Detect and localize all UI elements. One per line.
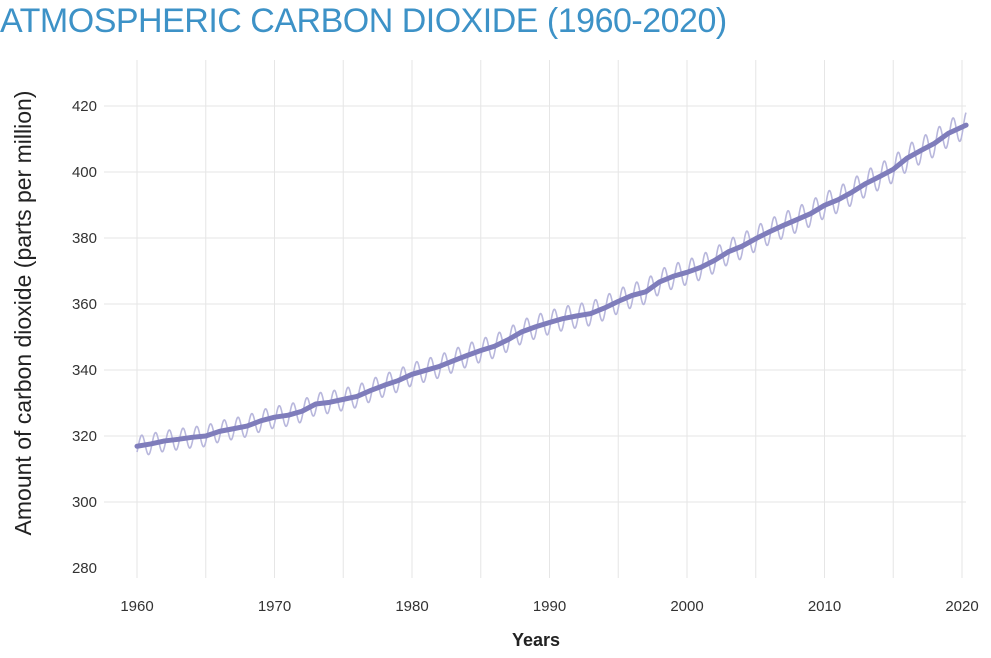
trend-point [231, 426, 236, 431]
trend-point [162, 438, 167, 443]
trend-point [465, 353, 470, 358]
trend-point [891, 167, 896, 172]
x-tick-label: 2010 [808, 598, 841, 615]
trend-point [410, 372, 415, 377]
trend-point [602, 305, 607, 310]
trend-point [575, 313, 580, 318]
trend-point [712, 258, 717, 263]
trend-point [643, 289, 648, 294]
x-tick-label: 1990 [533, 598, 566, 615]
trend-point [396, 378, 401, 383]
trend-point [781, 223, 786, 228]
trend-point [767, 229, 772, 234]
trend-point [437, 364, 442, 369]
trend-point [547, 320, 552, 325]
trend-point [341, 397, 346, 402]
trend-point [217, 429, 222, 434]
trend-point [918, 148, 923, 153]
trend-point [245, 424, 250, 429]
trend-point [726, 249, 731, 254]
y-axis-title: Amount of carbon dioxide (parts per mill… [10, 91, 36, 536]
trend-point [671, 274, 676, 279]
trend-point [423, 368, 428, 373]
trend-point [863, 181, 868, 186]
trend-point [932, 141, 937, 146]
y-tick-label: 300 [72, 494, 97, 511]
chart-title: ATMOSPHERIC CARBON DIOXIDE (1960-2020) [0, 2, 727, 40]
y-tick-label: 400 [72, 164, 97, 181]
trend-point [588, 311, 593, 316]
trend-point [272, 415, 277, 420]
grid-lines [104, 60, 966, 578]
x-tick-label: 2000 [670, 598, 703, 615]
x-tick-label: 1980 [395, 598, 428, 615]
trend-point [258, 418, 263, 423]
trend-point [630, 293, 635, 298]
trend-point [368, 388, 373, 393]
trend-point [698, 265, 703, 270]
trend-point [850, 190, 855, 195]
trend-point [795, 217, 800, 222]
trend-point [355, 394, 360, 399]
trend-point [905, 156, 910, 161]
trend-point [492, 344, 497, 349]
trend-point [190, 435, 195, 440]
trend-point [877, 174, 882, 179]
x-axis-title: Years [512, 630, 560, 650]
trend-point [451, 358, 456, 363]
trend-point [300, 409, 305, 414]
trend-point [753, 236, 758, 241]
trend-point [506, 337, 511, 342]
trend-point [286, 413, 291, 418]
y-tick-label: 280 [72, 560, 97, 577]
x-tick-label: 1960 [120, 598, 153, 615]
trend-point [327, 400, 332, 405]
seasonal-line [136, 112, 967, 456]
trend-point [685, 270, 690, 275]
trend-point [822, 203, 827, 208]
trend-point [740, 244, 745, 249]
trend-point [657, 279, 662, 284]
trend-point [520, 329, 525, 334]
trend-point [836, 197, 841, 202]
x-tick-label: 2020 [945, 598, 978, 615]
trend-point [533, 324, 538, 329]
trend-point [946, 131, 951, 136]
trend-point [616, 299, 621, 304]
trend-line [134, 122, 969, 449]
y-tick-label: 360 [72, 296, 97, 313]
trend-point [203, 434, 208, 439]
y-axis-ticks: 280 300 320 340 360 380 400 420 [72, 98, 97, 577]
y-tick-label: 320 [72, 428, 97, 445]
y-tick-label: 420 [72, 98, 97, 115]
x-axis-ticks: 1960 1970 1980 1990 2000 2010 2020 [120, 598, 978, 615]
trend-point [808, 211, 813, 216]
trend-point [176, 437, 181, 442]
trend-series [134, 122, 969, 449]
trend-point [561, 316, 566, 321]
trend-point [148, 441, 153, 446]
trend-point [135, 444, 140, 449]
y-tick-label: 340 [72, 362, 97, 379]
seasonal-series [136, 112, 967, 456]
trend-point [478, 348, 483, 353]
trend-point [382, 383, 387, 388]
x-tick-label: 1970 [258, 598, 291, 615]
y-tick-label: 380 [72, 230, 97, 247]
trend-point [964, 123, 969, 128]
trend-point [313, 401, 318, 406]
